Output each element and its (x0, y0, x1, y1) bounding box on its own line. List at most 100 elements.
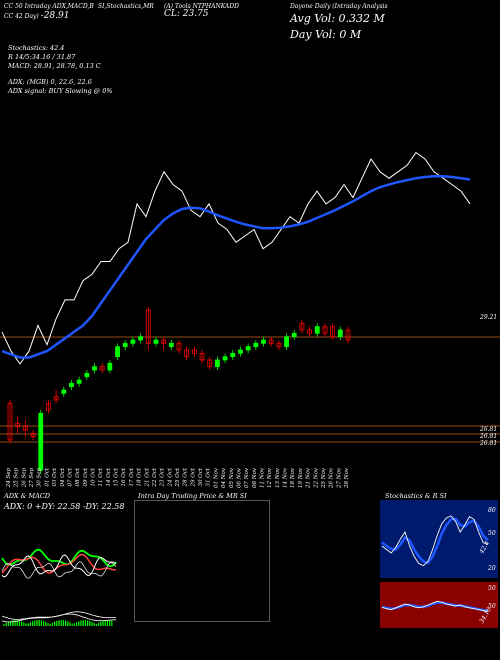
x-tick-label: 18 Nov (290, 467, 296, 488)
info-r: R 14/5:34.16 / 31.87 (8, 53, 76, 61)
candle-body (268, 339, 274, 344)
stoch-level-50: 50 (488, 530, 496, 537)
x-tick-label: 25 Nov (321, 467, 327, 489)
x-tick-label: 26 Sep (21, 468, 27, 489)
price-level-label-3: 26.81 (480, 440, 498, 447)
x-tick-label: 04 Nov (221, 467, 227, 488)
candle-body (30, 432, 36, 438)
stoch-d-line (381, 517, 489, 565)
candle-body (122, 342, 128, 348)
x-tick-label: 08 Nov (252, 467, 258, 488)
candle-body (307, 329, 312, 334)
stoch-level-20: 20 (488, 565, 496, 572)
candle-body (191, 349, 197, 354)
candle-body (38, 412, 44, 471)
candle-body (61, 389, 67, 394)
candle-body (253, 342, 259, 348)
candle-body (107, 362, 113, 371)
x-tick-label: 14 Oct (106, 467, 112, 486)
candle-body (330, 326, 336, 338)
x-tick-label: 24 Oct (167, 467, 173, 487)
x-tick-label: 04 Oct (60, 467, 66, 486)
x-tick-label: 14 Nov (283, 467, 289, 488)
x-tick-label: 01 Nov (213, 467, 219, 488)
x-tick-label: 25 Oct (175, 467, 181, 487)
candle-body (22, 426, 28, 431)
header-left-line2: CC 42 Day) -28.91 (4, 11, 70, 21)
x-tick-label: 29 Oct (190, 467, 196, 487)
x-tick-label: 21 Oct (144, 467, 150, 487)
candle-body (115, 346, 120, 358)
adx-line (1, 554, 117, 578)
x-tick-label: 07 Oct (67, 467, 73, 486)
candle-body (69, 382, 74, 388)
adx-macd-panel (0, 500, 120, 660)
candle-body (314, 326, 320, 334)
intraday-panel-title: Intra Day Trading Price & MR SI (138, 492, 247, 500)
candle-body (245, 346, 251, 351)
rsi-level-top: 50 (488, 585, 496, 592)
intraday-panel (134, 500, 270, 622)
x-tick-label: 30 Oct (198, 467, 204, 486)
x-tick-label: 13 Nov (275, 467, 281, 488)
x-tick-label: 30 Sep (37, 468, 43, 488)
header-right-line1: (A) Tools NTPHANKADD (164, 3, 239, 10)
candle-body (284, 336, 289, 348)
x-tick-label: 27 Sep (29, 468, 35, 489)
x-tick-label: 01 Oct (44, 467, 50, 486)
candle-body (15, 422, 21, 428)
candle-body (184, 349, 190, 358)
candle-body (276, 342, 282, 348)
info-adx-signal: ADX signal: BUY Slowing @ 0% (8, 87, 113, 95)
candle-body (92, 366, 97, 371)
adx-line-2 (1, 561, 117, 579)
rsi-line (381, 600, 488, 612)
x-tick-label: 28 Oct (183, 467, 189, 487)
candle-body (145, 309, 151, 344)
stoch-rsi-panel (380, 500, 498, 628)
x-tick-label: 31 Oct (206, 467, 212, 486)
candle-body (46, 402, 51, 411)
price-level-label-2: 26.81 (480, 433, 498, 440)
x-tick-label: 18 Oct (137, 467, 143, 486)
moving-average-line (1, 175, 471, 359)
candle-body (138, 336, 143, 341)
price-level-label-1: 26.81 (480, 426, 498, 433)
header-far-line1: Dayone Daily (Intraday Analysis (290, 3, 388, 10)
candle-body (176, 342, 182, 351)
candle-body (84, 372, 90, 378)
header-day-vol: Day Vol: 0 M (290, 28, 362, 41)
x-tick-label: 05 Nov (229, 467, 235, 488)
x-tick-label: 07 Nov (244, 467, 250, 488)
adx-values: ADX: 0 +DY: 22.58 -DY: 22.58 (4, 502, 125, 511)
candle-body (7, 402, 13, 441)
price-level-label-top: 29.21 (480, 314, 498, 321)
x-tick-label: 22 Oct (152, 467, 158, 487)
candle-body (345, 329, 351, 341)
x-tick-label: 08 Oct (75, 467, 81, 486)
x-tick-label: 19 Nov (298, 467, 304, 488)
info-macd: MACD: 28.91, 28.78, 0.13 C (8, 62, 101, 70)
x-tick-label: 21 Nov (306, 467, 312, 489)
rsi-level-bottom: 50 (488, 603, 496, 610)
info-adx: ADX: (MGB) 0, 22.6, 22.6 (8, 78, 92, 86)
x-tick-label: 11 Oct (98, 467, 104, 486)
candle-body (76, 379, 82, 384)
candle-body (238, 349, 243, 354)
x-tick-label: 10 Oct (91, 467, 97, 486)
candle-body (322, 326, 328, 334)
candle-body (337, 329, 343, 338)
header-left-line1: CC 50 Intraday ADX,MACD,B (4, 3, 94, 10)
main-price-chart: 24 Sep 25 Sep 26 Sep 27 Sep 30 Sep 01 Oct 03 O… (0, 151, 500, 489)
header-close-price: CL: 23.75 (164, 9, 209, 19)
stoch-level-80: 80 (488, 507, 496, 514)
minus-di-line (1, 553, 117, 574)
candle-body (230, 352, 236, 358)
candle-body (161, 339, 167, 344)
x-tick-label: 24 Sep (6, 468, 12, 489)
header-mid-line1: SI,Stochastics,MR (98, 3, 154, 10)
candle-body (261, 339, 266, 344)
x-tick-label: 27 Nov (336, 467, 342, 489)
candle-body (153, 339, 159, 344)
stoch-panel-title: Stochastics & R SI (385, 492, 447, 500)
